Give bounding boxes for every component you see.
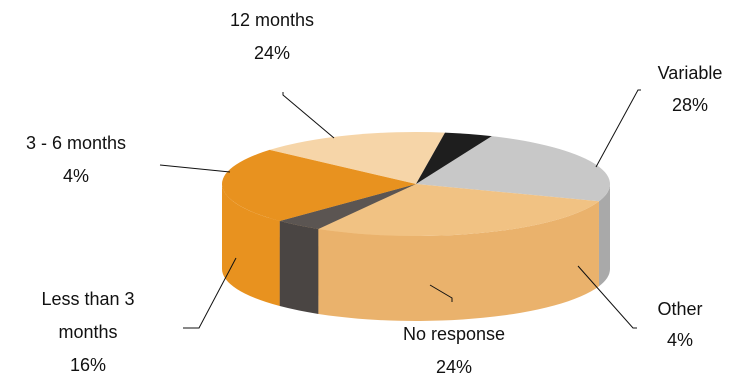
label-less-than-3-line2: months — [58, 322, 117, 342]
value-less-than-3: 16% — [70, 355, 106, 375]
pie-slice-less-than-3 — [269, 132, 446, 184]
leader-line-less-than-3 — [183, 257, 237, 329]
pie-wall-no-response — [222, 184, 280, 307]
pie-wall-12-months — [598, 184, 610, 287]
label-3-6-months: 3 - 6 months — [26, 133, 126, 153]
value-variable: 28% — [672, 95, 708, 115]
label-12-months: 12 months — [230, 10, 314, 30]
value-12-months: 24% — [254, 43, 290, 63]
pie-wall-other — [279, 221, 319, 314]
leader-line-3-6-months — [159, 164, 231, 173]
value-other: 4% — [667, 330, 693, 350]
pie-slice-no-response — [222, 149, 416, 222]
pie-slice-variable — [318, 184, 599, 237]
value-no-response: 24% — [436, 357, 472, 377]
label-other: Other — [657, 299, 702, 319]
pie-slice-other — [279, 184, 416, 229]
leader-line-12-months — [282, 92, 335, 139]
leader-lines — [159, 89, 641, 329]
label-variable: Variable — [658, 63, 723, 83]
slice-labels: 12 months 24% Variable 28% 3 - 6 months … — [26, 10, 722, 377]
leader-line-other — [577, 265, 637, 329]
value-3-6-months: 4% — [63, 166, 89, 186]
pie-slice-12-months — [416, 136, 610, 202]
leader-line-variable — [595, 89, 641, 168]
pie-slice-3-6-months — [416, 132, 492, 184]
leader-line-no-response — [429, 284, 453, 302]
pie-wall-variable — [318, 201, 599, 321]
pie-tops — [222, 132, 610, 237]
label-no-response: No response — [403, 324, 505, 344]
label-less-than-3-line1: Less than 3 — [41, 289, 134, 309]
